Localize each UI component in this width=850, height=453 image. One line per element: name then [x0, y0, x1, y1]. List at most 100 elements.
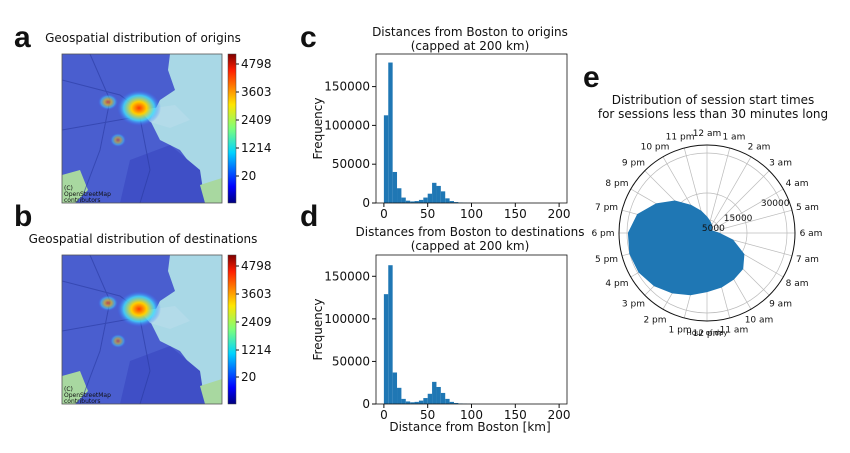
hist-c-bar [432, 182, 437, 203]
hist-d-title-line-1: Distances from Boston to destinations [356, 225, 585, 239]
hist-c-bar [449, 201, 454, 203]
polar-r-tick-label: 5000 [702, 224, 725, 234]
hist-d-xtick-label: 100 [460, 408, 483, 422]
polar-r-tick-label: 15000 [724, 214, 753, 224]
polar-spoke [706, 156, 752, 234]
polar-hour-label: 1 pm [669, 326, 692, 336]
map-b-attribution-3: contributors [64, 398, 101, 405]
map-b-water [150, 255, 222, 404]
polar-area [627, 200, 745, 296]
colorbar-b-tick-label: 2409 [241, 315, 272, 329]
polar-hour-label: 4 am [786, 179, 809, 189]
map-a-frame [61, 53, 223, 204]
colorbar-a-tick-label: 3603 [241, 85, 272, 99]
map-a-title: Geospatial distribution of origins [45, 31, 241, 45]
hist-d-xlabel: Distance from Boston [km] [389, 420, 550, 434]
map-a-land-south [120, 145, 205, 203]
map-a-park [62, 170, 88, 203]
hist-d-bar [432, 381, 437, 404]
hist-c-title-line-1: Distances from Boston to origins [372, 25, 568, 39]
hist-d-ylabel: Frequency [311, 299, 325, 361]
map-a [62, 54, 222, 203]
polar-hour-label: 6 am [800, 229, 823, 239]
hist-d-bar [397, 387, 402, 404]
panel-letter-c: c [300, 21, 317, 54]
polar-spoke [706, 188, 784, 234]
hist-d-xtick-label: 150 [504, 408, 527, 422]
hist-c: 0 50 100 150 200 0 50000 100000 150000 Frequency [311, 53, 571, 221]
polar-hour-label: 2 am [748, 142, 771, 152]
polar-hour-label: 9 am [769, 300, 792, 310]
map-b-frame [61, 254, 223, 405]
polar-hour-label: 6 pm [591, 229, 614, 239]
panel-letter-a: a [14, 21, 31, 54]
hist-c-ytick-label: 150000 [324, 80, 370, 94]
map-a-hotspot-2 [98, 94, 118, 110]
hist-c-ytick-label: 0 [362, 196, 370, 210]
hist-c-xtick-label: 200 [548, 207, 571, 221]
map-a-roads [62, 54, 151, 203]
hist-d-bar [405, 401, 411, 404]
polar-hour-label: 12 pm [693, 329, 722, 339]
hist-c-bar [427, 193, 433, 203]
hist-c-bar [383, 115, 389, 203]
hist-c-bar [418, 199, 424, 203]
hist-d-bar [453, 402, 459, 404]
polar-title-line-1: Distribution of session start times [612, 93, 815, 107]
map-b-park [62, 371, 88, 404]
hist-c-ylabel: Frequency [311, 98, 325, 160]
polar-xlabel: Hour of day [687, 329, 728, 337]
hist-d-xtick-label: 50 [420, 408, 435, 422]
hist-c-title-line-2: (capped at 200 km) [411, 39, 530, 53]
polar-hour-label: 11 pm [666, 132, 695, 142]
colorbar-b-tick-label: 4798 [241, 259, 272, 273]
hist-c-bar [405, 200, 411, 203]
polar-hour-label: 7 pm [595, 203, 618, 213]
hist-c-xtick-label: 0 [380, 207, 388, 221]
hist-d: 0 50 100 150 200 0 50000 100000 150000 Frequency [311, 254, 571, 422]
hist-c-bar [440, 191, 446, 203]
polar-hour-label: 5 am [796, 203, 819, 213]
hist-d-title-line-2: (capped at 200 km) [411, 239, 530, 253]
hist-c-bar [392, 171, 398, 203]
hist-d-bar [392, 372, 398, 404]
colorbar-a-tick-label: 2409 [241, 113, 272, 127]
hist-d-bar [449, 401, 454, 404]
polar-r-tick-label: 30000 [761, 199, 790, 209]
hist-c-bar [453, 202, 459, 203]
map-b-attribution-1: (C) [64, 386, 73, 393]
hist-d-bar [418, 400, 424, 404]
map-a-hotspot [117, 90, 161, 126]
hist-c-bar [388, 62, 393, 204]
map-b-title: Geospatial distribution of destinations [29, 232, 258, 246]
hist-c-ytick-label: 100000 [324, 118, 370, 132]
colorbar-b-tick-label: 1214 [241, 343, 272, 357]
polar-hour-label: 7 am [796, 255, 819, 265]
colorbar-a-ticks [236, 63, 239, 177]
map-b-roads [62, 255, 151, 404]
hist-c-bar [397, 188, 402, 203]
map-b [62, 255, 222, 404]
map-a-hotspot-3 [110, 133, 126, 147]
hist-c-bar [423, 197, 428, 203]
colorbar-a [227, 53, 237, 204]
polar-spoke [706, 170, 770, 234]
hist-c-frame [375, 53, 568, 204]
hist-d-xtick-label: 200 [548, 408, 571, 422]
hist-c-bar [401, 197, 406, 203]
hist-d-bar [436, 386, 441, 404]
polar-hour-label: 2 pm [643, 316, 666, 326]
hist-d-bar [388, 265, 393, 404]
map-a-attribution-3: contributors [64, 197, 101, 204]
hist-d-bar [383, 294, 389, 404]
polar-hour-label: 11 am [720, 326, 749, 336]
hist-d-bar [410, 402, 415, 404]
hist-c-xtick-label: 100 [460, 207, 483, 221]
colorbar-a-tick-label: 4798 [241, 57, 272, 71]
colorbar-a-tick-label: 1214 [241, 141, 272, 155]
hist-d-bar [414, 401, 419, 404]
hist-c-bar [445, 198, 450, 203]
colorbar-b [227, 254, 237, 405]
hist-d-xtick-label: 0 [380, 408, 388, 422]
